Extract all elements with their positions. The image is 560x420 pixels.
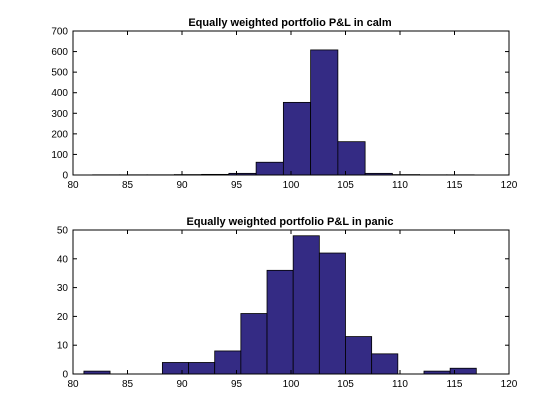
calm-bar-7	[282, 101, 312, 176]
panic-bar-4	[188, 362, 216, 375]
panic-chart-title: Equally weighted portfolio P&L in panic	[187, 216, 394, 228]
panic-ytick-label-2: 20	[57, 312, 69, 323]
calm-bars	[92, 49, 475, 176]
calm-xtick-label-2: 90	[176, 180, 188, 191]
calm-ytick-label-2: 200	[51, 129, 68, 140]
panic-bars	[83, 235, 477, 375]
panic-bar-3	[161, 362, 189, 375]
panic-xtick-label-3: 95	[231, 379, 243, 390]
panic-xtick-label-8: 120	[501, 379, 518, 390]
calm-chart-title: Equally weighted portfolio P&L in calm	[188, 17, 392, 29]
calm-xtick-label-7: 115	[447, 180, 463, 191]
panic-xtick-label-6: 110	[392, 379, 408, 390]
calm-xtick-label-5: 105	[337, 180, 354, 191]
calm-ytick-label-6: 600	[51, 47, 68, 58]
panic-ytick-label-3: 30	[57, 283, 69, 294]
calm-histogram-panel: Equally weighted portfolio P&L in calm 8…	[51, 17, 517, 191]
panic-xtick-label-0: 80	[67, 379, 79, 390]
panic-bar-10	[345, 336, 373, 375]
calm-ytick-label-3: 300	[51, 109, 68, 120]
calm-xtick-label-1: 85	[122, 180, 134, 191]
calm-ytick-label-5: 500	[51, 68, 68, 79]
panic-bar-6	[240, 313, 268, 375]
panic-xtick-label-5: 105	[337, 379, 354, 390]
calm-xtick-label-0: 80	[67, 180, 79, 191]
panic-ytick-label-4: 40	[57, 254, 69, 265]
panic-xtick-label-2: 90	[176, 379, 188, 390]
calm-bar-8	[310, 49, 339, 176]
calm-ytick-label-0: 0	[62, 171, 68, 182]
panic-ytick-label-1: 10	[57, 341, 69, 352]
panic-xtick-label-7: 115	[447, 379, 463, 390]
panic-xtick-label-4: 100	[283, 379, 300, 390]
calm-ytick-label-7: 700	[51, 27, 68, 38]
calm-ticks: 80 85 90 95 100 105 110 115 120 0 100 200 300 400 500 6…	[51, 27, 517, 192]
calm-xtick-label-6: 110	[392, 180, 408, 191]
panic-bar-11	[371, 353, 399, 375]
calm-ytick-label-1: 100	[51, 150, 68, 161]
panic-xtick-label-1: 85	[122, 379, 134, 390]
panic-ytick-label-5: 50	[57, 226, 69, 237]
calm-ytick-label-4: 400	[51, 88, 68, 99]
calm-bar-9	[337, 141, 366, 176]
panic-bar-8	[292, 235, 320, 375]
panic-bar-7	[266, 269, 294, 375]
panic-bar-9	[318, 252, 346, 375]
panic-ytick-label-0: 0	[62, 370, 68, 381]
calm-xtick-label-8: 120	[501, 180, 518, 191]
panic-histogram-panel: Equally weighted portfolio P&L in panic …	[57, 216, 518, 390]
panic-ticks: 80 85 90 95 100 105 110 115 120 0 10 20 30 40 50	[57, 226, 518, 391]
calm-xtick-label-3: 95	[231, 180, 243, 191]
calm-bar-6	[255, 161, 284, 176]
calm-xtick-label-4: 100	[283, 180, 300, 191]
